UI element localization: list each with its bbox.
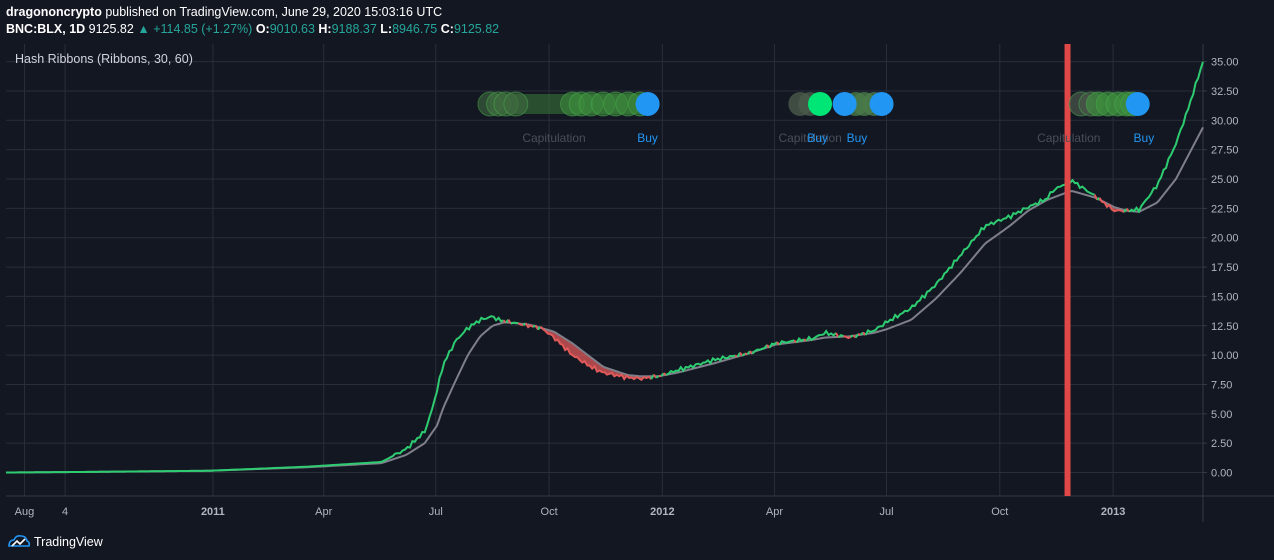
fast-ma-line-capitulation xyxy=(1125,208,1130,213)
close-value: 9125.82 xyxy=(453,22,500,36)
fast-ma-line xyxy=(660,372,665,377)
close-label: C: xyxy=(440,22,454,36)
footer-brand-text: TradingView xyxy=(34,535,103,549)
fast-ma-line-capitulation xyxy=(507,319,512,325)
x-tick-label: 2012 xyxy=(650,506,674,518)
author-name[interactable]: dragononcrypto xyxy=(6,5,102,19)
fast-ma-line xyxy=(751,344,768,355)
capitulation-area xyxy=(518,323,657,379)
y-tick-label: 35.00 xyxy=(1211,57,1239,69)
fast-ma-line xyxy=(805,329,837,342)
buy-signal-label: Buy xyxy=(1134,131,1155,145)
capitulation-signal-label: Capitulation xyxy=(1037,131,1100,145)
low-value: 8946.75 xyxy=(392,22,438,36)
indicator-title[interactable]: Hash Ribbons (Ribbons, 30, 60) xyxy=(15,52,193,66)
y-tick-label: 27.50 xyxy=(1211,145,1239,157)
fast-ma-line-capitulation xyxy=(744,352,748,356)
buy-signal-dot xyxy=(869,92,894,116)
buy-signal-dot xyxy=(635,92,660,116)
tradingview-logo-icon xyxy=(8,535,30,547)
y-tick-label: 32.50 xyxy=(1211,86,1239,98)
x-tick-label: Jul xyxy=(429,506,443,518)
fast-ma-line xyxy=(5,315,504,474)
fast-ma-line xyxy=(778,339,795,346)
fast-ma-line xyxy=(795,336,805,344)
tradingview-branding[interactable]: TradingView xyxy=(8,532,103,552)
fast-ma-line-capitulation xyxy=(652,373,658,379)
fast-ma-line-capitulation xyxy=(1098,197,1125,213)
buy-signal-dot xyxy=(1125,92,1150,116)
y-tick-label: 17.50 xyxy=(1211,262,1239,274)
y-tick-label: 15.00 xyxy=(1211,291,1239,303)
price-change: +114.85 (+1.27%) xyxy=(153,22,253,36)
fast-ma-line xyxy=(741,352,746,357)
last-price: 9125.82 xyxy=(88,22,134,36)
chart-header: dragononcrypto published on TradingView.… xyxy=(6,4,499,38)
fast-ma-line xyxy=(655,375,660,379)
y-tick-label: 25.00 xyxy=(1211,174,1239,186)
x-tick-label: 2011 xyxy=(201,506,225,518)
symbol-label[interactable]: BNC:BLX, 1D xyxy=(6,22,86,36)
open-value: 9010.63 xyxy=(269,22,315,36)
x-tick-label: Oct xyxy=(991,506,1008,518)
fast-ma-line-capitulation xyxy=(539,325,652,382)
capitulation-vertical-marker xyxy=(1064,44,1071,496)
fast-ma-line-capitulation xyxy=(843,335,852,340)
x-tick-label: Oct xyxy=(541,506,558,518)
fast-ma-line-capitulation xyxy=(734,354,738,358)
y-tick-label: 10.00 xyxy=(1211,350,1239,362)
fast-ma-line xyxy=(768,341,778,349)
fast-ma-line-capitulation xyxy=(517,322,524,327)
fast-ma-line xyxy=(864,178,1095,336)
change-arrow-icon: ▲ xyxy=(137,22,150,36)
y-tick-label: 7.50 xyxy=(1211,379,1232,391)
open-label: O: xyxy=(255,22,270,36)
y-tick-label: 5.00 xyxy=(1211,409,1232,421)
buy-signal-label: Buy xyxy=(847,131,868,145)
x-tick-label: 4 xyxy=(62,506,68,518)
symbol-info: BNC:BLX, 1D 9125.82 ▲ +114.85 (+1.27%) O… xyxy=(6,21,499,38)
fast-ma-line-capitulation xyxy=(663,372,667,376)
high-label: H: xyxy=(318,22,332,36)
y-tick-label: 20.00 xyxy=(1211,233,1239,245)
buy-signal-dot xyxy=(832,92,857,116)
publish-info: dragononcrypto published on TradingView.… xyxy=(6,4,499,21)
buy-signal-label: Buy xyxy=(807,131,828,145)
fast-ma-line xyxy=(837,333,844,339)
fast-ma-line-capitulation xyxy=(524,322,534,329)
buy-signal-label: Buy xyxy=(637,131,658,145)
y-tick-label: 22.50 xyxy=(1211,203,1239,215)
x-tick-label: Aug xyxy=(15,506,35,518)
fast-ma-line xyxy=(510,321,519,325)
y-tick-label: 30.00 xyxy=(1211,115,1239,127)
x-tick-label: Jul xyxy=(879,506,893,518)
fast-ma-line xyxy=(665,354,736,376)
x-tick-label: 2013 xyxy=(1101,506,1125,518)
fast-ma-line xyxy=(854,333,860,339)
high-value: 9188.37 xyxy=(331,22,377,36)
ribbon-dot-bright xyxy=(808,92,833,116)
fast-ma-line xyxy=(1128,61,1204,214)
low-label: L: xyxy=(380,22,393,36)
x-tick-label: Apr xyxy=(315,506,332,518)
fast-ma-line xyxy=(859,331,864,336)
y-tick-label: 2.50 xyxy=(1211,438,1232,450)
y-tick-label: 0.00 xyxy=(1211,468,1232,480)
ribbon-dot xyxy=(503,91,529,117)
fast-ma-line-capitulation xyxy=(857,333,861,336)
capitulation-signal-label: Capitulation xyxy=(522,131,585,145)
x-tick-label: Apr xyxy=(766,506,783,518)
publish-text: published on TradingView.com, June 29, 2… xyxy=(105,5,443,19)
capitulation-signal-label: Capitulation xyxy=(778,131,841,145)
fast-ma-line xyxy=(850,334,854,338)
y-tick-label: 12.50 xyxy=(1211,321,1239,333)
